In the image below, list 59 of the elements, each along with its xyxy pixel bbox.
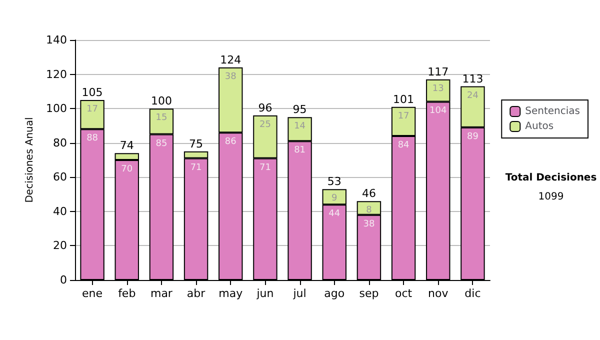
y-tick-label: 140 [46,34,67,46]
x-tick-label: dic [464,287,481,300]
data-label: 38 [363,219,375,230]
x-tick-label: jun [256,287,274,300]
total-label: 100 [150,94,172,108]
total-label: 95 [292,103,307,116]
x-tick-label: ene [82,287,103,300]
data-label: 104 [430,106,447,116]
total-label: 105 [82,86,103,99]
data-label: 44 [328,209,340,220]
data-label: 81 [294,146,306,156]
data-label: 14 [294,122,306,132]
data-label: 15 [156,113,168,124]
x-tick-label: sep [359,287,379,300]
data-label: 71 [190,162,202,173]
data-label: 17 [398,111,410,122]
x-tick-label: jul [292,287,306,300]
total-label: 75 [189,137,204,150]
data-label: 70 [121,164,133,174]
x-tick-label: oct [394,287,413,300]
y-tick-label: 40 [53,204,67,218]
y-axis-title: Decisiones Anual [24,117,36,203]
x-tick-label: ago [324,287,345,300]
x-tick-label: feb [118,287,136,300]
data-label: 89 [466,132,479,142]
data-label: 24 [466,90,479,101]
x-tick-label: mar [150,287,173,300]
total-label: 53 [327,175,342,188]
total-label: 124 [220,53,242,66]
total-label: 101 [393,92,414,106]
data-label: 88 [86,134,98,144]
total-label: 96 [258,101,272,114]
y-tick-label: 0 [60,274,67,286]
total-label: 113 [462,72,484,86]
text: Total Decisiones [505,172,597,184]
data-label: 17 [86,104,98,114]
legend-label: Autos [525,121,554,132]
data-label: 25 [259,120,271,130]
x-tick-label: abr [186,287,206,300]
total-label: 46 [362,187,376,200]
text: 1099 [538,192,564,202]
y-tick-label: 120 [46,68,67,81]
y-tick-label: 100 [46,102,67,116]
y-tick-label: 60 [53,170,67,184]
data-label: 84 [398,140,410,150]
y-tick-label: 20 [53,239,67,252]
y-tick-label: 80 [53,136,67,150]
data-label: 86 [224,137,237,148]
data-label: 8 [366,206,372,216]
x-tick-label: nov [428,287,449,300]
data-label: 38 [224,72,237,82]
x-tick-label: may [218,287,244,300]
legend-label: Sentencias [525,106,580,117]
data-label: 71 [259,162,271,173]
data-label: 13 [432,84,444,94]
total-label: 74 [120,139,134,152]
data-label: 9 [332,194,338,204]
total-label: 117 [428,65,449,78]
data-label: 85 [156,138,168,149]
